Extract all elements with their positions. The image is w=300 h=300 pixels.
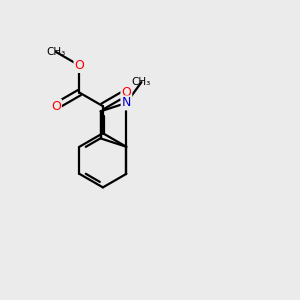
Text: CH₃: CH₃ bbox=[46, 47, 66, 57]
Text: CH₃: CH₃ bbox=[132, 77, 151, 87]
Text: O: O bbox=[122, 86, 131, 99]
Text: O: O bbox=[74, 59, 84, 72]
Text: O: O bbox=[51, 100, 61, 112]
Text: N: N bbox=[122, 96, 131, 110]
